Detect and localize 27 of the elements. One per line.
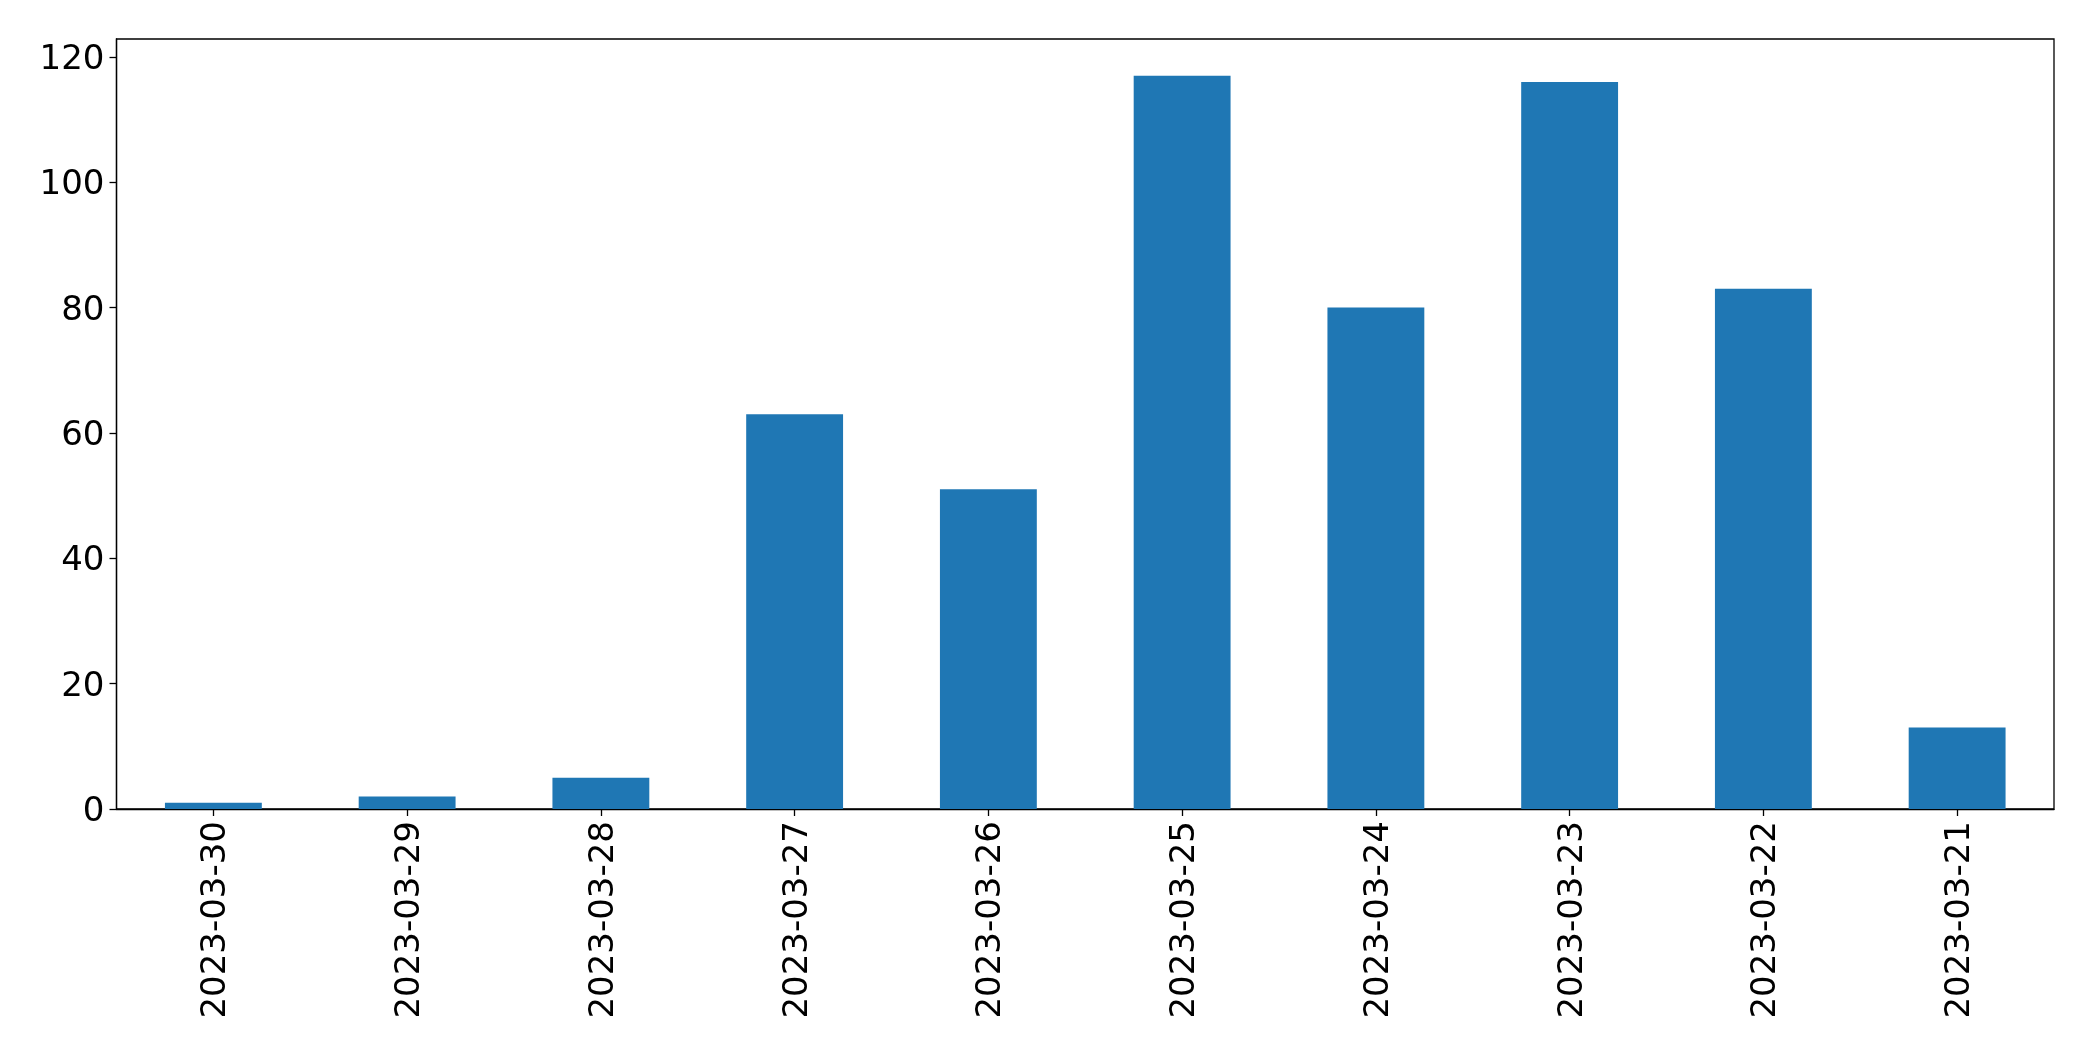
x-tick-label: 2023-03-29: [387, 821, 428, 1019]
bar: [939, 489, 1037, 809]
y-tick-label: 60: [61, 412, 105, 453]
bar: [358, 796, 456, 809]
x-tick-label: 2023-03-22: [1743, 821, 1784, 1019]
y-tick-label: 100: [39, 162, 105, 203]
x-tick-label: 2023-03-24: [1355, 821, 1396, 1019]
y-tick-label: 0: [82, 789, 105, 829]
bar: [552, 777, 650, 809]
x-tick-label: 2023-03-27: [774, 821, 815, 1019]
x-tick-label: 2023-03-26: [968, 821, 1009, 1019]
y-tick-label: 120: [39, 36, 105, 77]
bar: [746, 414, 844, 809]
x-tick-label: 2023-03-21: [1937, 821, 1978, 1019]
x-tick-label: 2023-03-25: [1162, 821, 1203, 1019]
bar: [1327, 307, 1425, 809]
bar: [164, 802, 262, 809]
x-tick-label: 2023-03-28: [580, 821, 621, 1019]
x-tick-label: 2023-03-23: [1549, 821, 1590, 1019]
bar: [1521, 81, 1619, 809]
bar: [1133, 75, 1231, 809]
x-tick-label: 2023-03-30: [193, 821, 234, 1019]
y-tick-label: 40: [61, 538, 105, 579]
bar: [1714, 288, 1812, 809]
y-tick-label: 80: [61, 287, 105, 328]
bar: [1908, 727, 2006, 809]
y-tick-label: 20: [61, 663, 105, 704]
